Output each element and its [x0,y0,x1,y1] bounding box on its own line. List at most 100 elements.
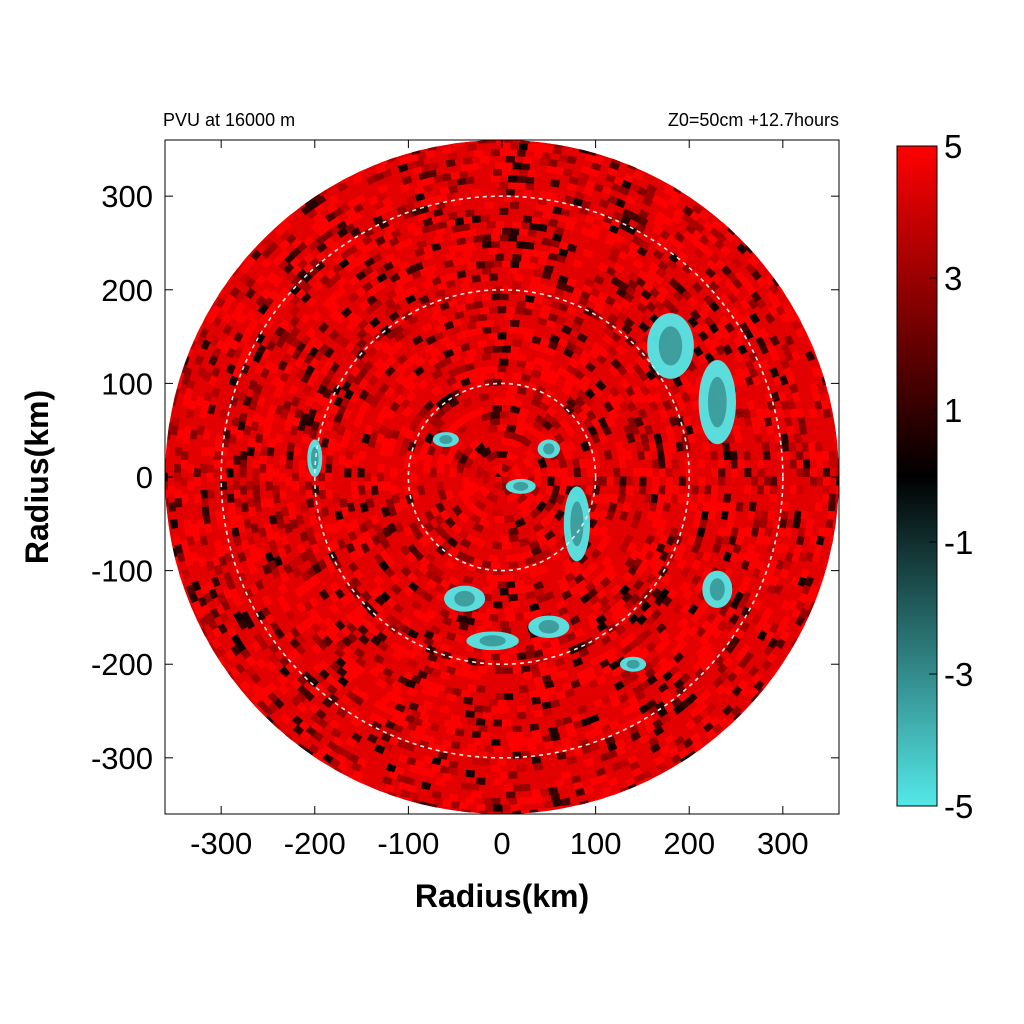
heatmap-cell [709,226,721,238]
heatmap-cell [654,211,667,222]
heatmap-cell [585,120,595,129]
heatmap-cell [334,313,346,325]
heatmap-cell [174,592,185,604]
heatmap-cell [173,464,182,474]
heatmap-cell [479,446,492,458]
colorbar-tick-label: -5 [944,788,973,825]
heatmap-cell [570,559,582,571]
heatmap-cell [611,761,623,772]
heatmap-cell [597,801,609,811]
heatmap-cell [472,130,481,138]
heatmap-cell [327,194,339,205]
heatmap-cell [832,391,839,402]
heatmap-cell [473,406,485,417]
heatmap-cell [639,679,652,691]
heatmap-cell [305,472,312,482]
heatmap-cell [809,467,817,477]
heatmap-cell [333,333,345,345]
heatmap-cell [350,790,362,801]
heatmap-cell [334,588,346,600]
heatmap-cell [849,408,858,418]
heatmap-cell [460,689,471,698]
heatmap-cell [618,129,629,139]
heatmap-cell [361,281,374,293]
heatmap-cell [193,477,201,487]
heatmap-cell [540,548,553,560]
heatmap-cell [583,126,593,135]
heatmap-cell [412,608,424,620]
heatmap-cell [376,530,387,542]
heatmap-cell [505,424,517,433]
heatmap-cell [501,168,511,176]
heatmap-cell [596,621,608,633]
heatmap-cell [495,162,505,170]
heatmap-cell [557,302,569,313]
heatmap-cell [495,451,508,458]
heatmap-cell [234,663,246,675]
heatmap-cell [597,262,609,273]
heatmap-cell [731,257,743,269]
heatmap-cell [809,476,817,486]
heatmap-cell [362,620,375,632]
heatmap-cell [217,623,228,635]
heatmap-cell [434,288,446,299]
heatmap-cell [255,295,267,307]
heatmap-cell [698,633,710,645]
heatmap-cell [724,321,735,333]
heatmap-cell [631,767,643,778]
heatmap-cell [721,329,732,341]
heatmap-cell [216,519,225,529]
heatmap-cell [357,468,365,478]
heatmap-cell [200,498,209,508]
heatmap-cell [346,244,358,255]
heatmap-cell [209,335,220,347]
heatmap-cell [416,732,428,742]
heatmap-cell [520,373,532,383]
heatmap-cell [606,476,614,486]
heatmap-cell [484,745,494,753]
heatmap-cell [232,481,241,491]
heatmap-cell [508,352,518,360]
heatmap-cell [636,392,648,404]
heatmap-cell [424,510,435,522]
heatmap-cell [524,327,535,337]
heatmap-cell [566,277,577,288]
heatmap-cell [572,345,584,356]
heatmap-cell [380,341,392,354]
heatmap-cell [262,705,274,717]
heatmap-cell [353,239,366,251]
heatmap-cell [306,376,317,388]
heatmap-cell [811,391,821,402]
heatmap-cell [744,467,752,477]
heatmap-cell [425,334,437,346]
heatmap-cell [508,533,520,543]
heatmap-cell [501,463,512,473]
heatmap-cell [640,769,652,781]
heatmap-cell [245,655,257,667]
heatmap-cell [375,678,387,689]
heatmap-cell [782,450,791,461]
heatmap-cell [784,282,795,294]
heatmap-cell [308,346,319,358]
heatmap-cell [637,408,648,420]
heatmap-cell [385,289,398,300]
heatmap-cell [627,585,639,597]
heatmap-cell [510,286,520,295]
heatmap-cell [464,242,475,251]
heatmap-cell [463,696,473,705]
heatmap-cell [541,151,552,160]
heatmap-cell [226,459,234,469]
heatmap-cell [252,468,260,478]
heatmap-cell [402,357,414,369]
heatmap-cell [541,304,552,314]
heatmap-cell [355,604,368,616]
heatmap-cell [475,320,486,329]
heatmap-cell [460,662,471,672]
heatmap-cell [373,653,385,665]
heatmap-cell [751,614,762,626]
heatmap-cell [659,467,667,477]
heatmap-cell [655,700,667,712]
heatmap-cell [407,581,420,593]
heatmap-cell [682,205,694,217]
